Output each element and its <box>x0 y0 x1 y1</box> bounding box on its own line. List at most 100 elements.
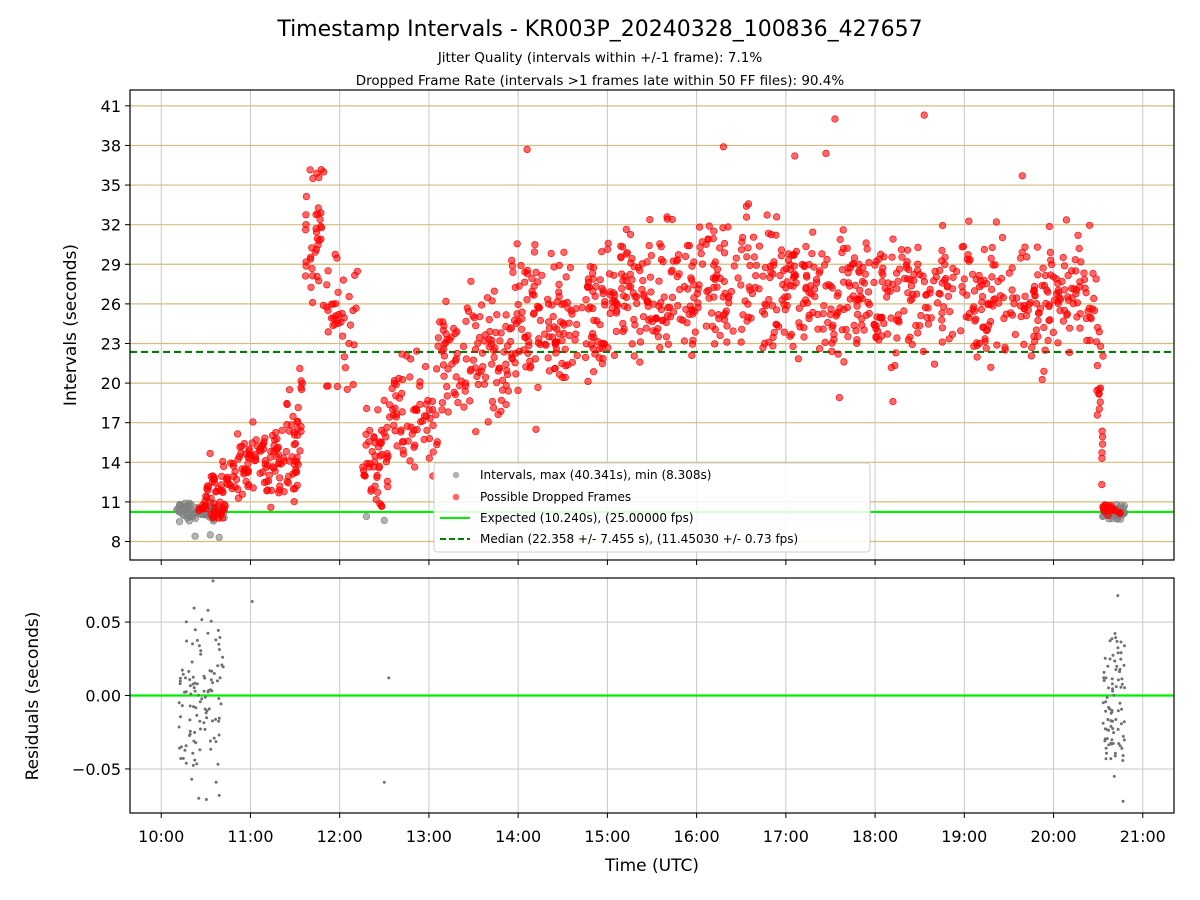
residual-point <box>203 695 207 699</box>
residual-point <box>1119 651 1123 655</box>
residual-point <box>1107 686 1110 690</box>
dropped-frame-point <box>1092 338 1101 346</box>
dropped-frame-point <box>673 273 681 281</box>
dropped-frame-point <box>315 277 323 285</box>
dropped-frame-point <box>545 324 554 332</box>
dropped-frame-point <box>272 429 280 437</box>
dropped-frame-point <box>488 360 496 368</box>
dropped-frame-point <box>517 262 525 270</box>
dropped-frame-point <box>798 260 806 269</box>
dropped-frame-point <box>674 302 682 310</box>
dropped-frame-point <box>440 372 448 380</box>
dropped-frame-point <box>738 233 747 242</box>
dropped-frame-point <box>234 430 242 438</box>
dropped-frame-point <box>378 450 386 459</box>
dropped-frame-point <box>987 254 995 263</box>
dropped-frame-point <box>312 225 320 233</box>
dropped-frame-point <box>526 357 534 365</box>
residuals-y-axis-label: Residuals (seconds) <box>23 612 43 781</box>
dropped-frame-point <box>628 340 636 348</box>
dropped-frame-point <box>734 274 742 282</box>
dropped-frame-point <box>1034 309 1043 317</box>
dropped-frame-point <box>293 417 302 425</box>
residual-point <box>1119 657 1123 661</box>
dropped-frame-point <box>297 427 305 436</box>
dropped-frame-point <box>835 394 844 402</box>
dropped-frame-point <box>406 373 414 381</box>
dropped-frame-point <box>711 258 719 266</box>
dropped-frame-point <box>345 293 353 301</box>
dropped-frame-point <box>655 277 663 285</box>
dropped-frame-point <box>702 322 710 330</box>
interval-point <box>362 512 371 521</box>
residual-point <box>210 689 214 693</box>
dropped-frame-point <box>1077 258 1085 266</box>
dropped-frame-point <box>1065 348 1074 357</box>
y-tick-label: 26 <box>101 295 121 314</box>
dropped-frame-point <box>521 278 529 286</box>
dropped-frame-point <box>547 249 555 258</box>
residual-point <box>1111 727 1115 731</box>
dropped-frame-point <box>723 322 731 330</box>
dropped-frame-point <box>831 115 839 123</box>
dropped-frame-point <box>863 245 871 253</box>
residual-point <box>1114 668 1118 672</box>
dropped-frame-point <box>645 242 653 250</box>
dropped-frame-point <box>1045 301 1054 309</box>
dropped-frame-point <box>467 277 475 285</box>
dropped-frame-point <box>367 487 375 495</box>
residual-point <box>1111 687 1114 691</box>
dropped-frame-point <box>390 377 399 385</box>
dropped-frame-point <box>497 396 506 404</box>
dropped-frame-point <box>1031 292 1039 300</box>
dropped-frame-point <box>931 267 939 276</box>
dropped-frame-point <box>264 486 272 494</box>
dropped-frame-point <box>555 261 563 270</box>
dropped-frame-point <box>853 339 861 347</box>
dropped-frame-point <box>1039 264 1047 272</box>
dropped-frame-point <box>382 433 390 441</box>
dropped-frame-point <box>366 427 374 435</box>
dropped-frame-point <box>988 243 996 252</box>
dropped-frame-point <box>472 428 480 436</box>
dropped-frame-point <box>502 311 510 319</box>
dropped-frame-point <box>719 143 728 151</box>
dropped-frame-point <box>851 281 859 289</box>
residual-point <box>1113 632 1117 635</box>
residual-point <box>178 746 181 750</box>
dropped-frame-point <box>1005 269 1013 277</box>
residual-point <box>211 579 215 583</box>
dropped-frame-point <box>805 314 813 323</box>
residuals-points <box>177 579 1127 803</box>
dropped-frame-point <box>849 292 857 300</box>
residual-point <box>179 715 182 719</box>
dropped-frame-point <box>359 463 367 471</box>
dropped-frame-point <box>814 325 822 333</box>
residual-point <box>1120 677 1124 681</box>
dropped-frame-point <box>544 318 553 326</box>
dropped-frame-point <box>770 329 778 337</box>
dropped-frame-point <box>620 325 628 333</box>
dropped-frame-point <box>388 385 396 393</box>
dropped-frame-point <box>795 304 803 312</box>
dropped-frame-point <box>1034 333 1042 341</box>
dropped-frame-point <box>909 291 917 299</box>
x-tick-label: 19:00 <box>941 827 987 846</box>
dropped-frame-point <box>523 145 531 153</box>
dropped-frame-point <box>723 338 731 346</box>
dropped-frame-point <box>1093 411 1101 419</box>
residual-point <box>219 702 223 706</box>
dropped-frame-point <box>365 438 373 446</box>
dropped-frame-point <box>690 281 698 289</box>
dropped-frame-point <box>234 455 242 463</box>
dropped-frame-point <box>478 349 487 357</box>
dropped-frame-point <box>1032 326 1040 334</box>
dropped-frame-point <box>716 331 724 340</box>
intervals-axes-frame <box>129 89 1175 561</box>
dropped-frame-point <box>374 406 382 414</box>
dropped-frame-point <box>889 398 897 406</box>
dropped-frame-point <box>436 318 444 326</box>
dropped-frame-point <box>849 259 858 268</box>
dropped-frame-point <box>351 271 359 279</box>
residual-point <box>205 716 209 720</box>
